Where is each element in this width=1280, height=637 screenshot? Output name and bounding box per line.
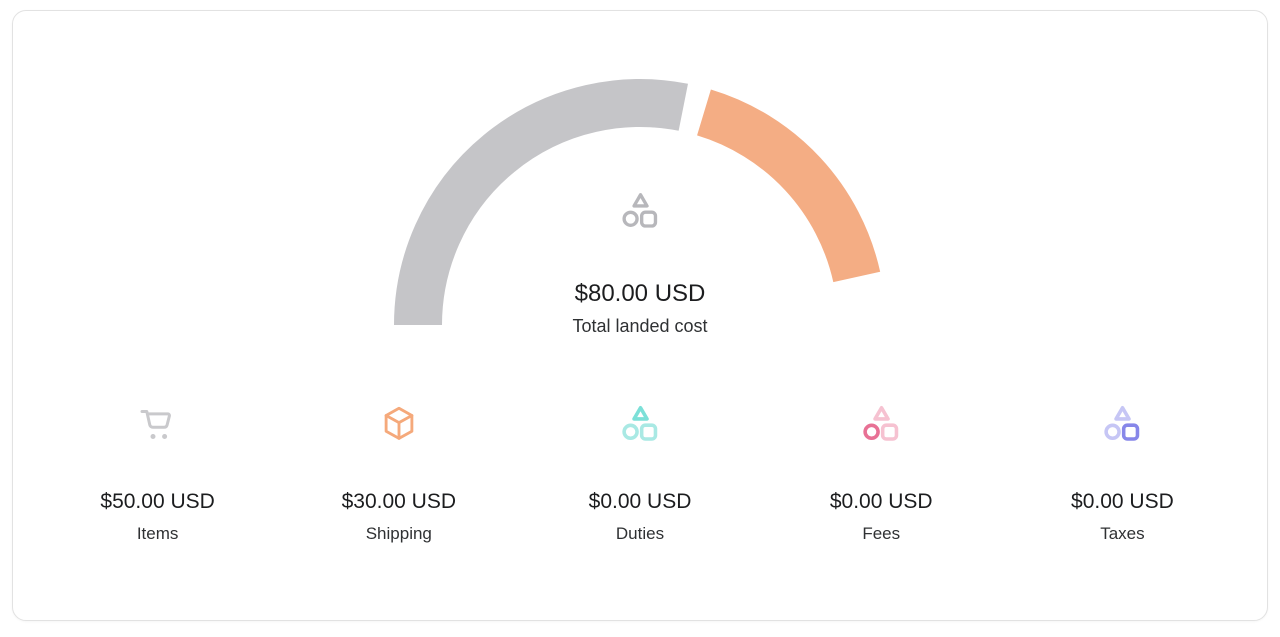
shapes-icon bbox=[858, 403, 904, 447]
breakdown-fees: $0.00 USD Fees bbox=[761, 403, 1002, 546]
landed-cost-card: $80.00 USD Total landed cost $50.00 USD … bbox=[12, 10, 1268, 621]
breakdown-label: Items bbox=[136, 524, 179, 543]
breakdown-label: Fees bbox=[862, 524, 901, 543]
breakdown-label: Taxes bbox=[1100, 524, 1145, 543]
breakdown-amount: $30.00 USD bbox=[341, 490, 456, 513]
breakdown-label: Duties bbox=[615, 524, 665, 543]
shapes-icon bbox=[617, 189, 663, 240]
breakdown-amount: $0.00 USD bbox=[588, 490, 692, 513]
landed-cost-gauge: $80.00 USD Total landed cost bbox=[390, 79, 890, 336]
shapes-icon bbox=[1099, 403, 1145, 447]
breakdown-items: $50.00 USD Items bbox=[37, 403, 278, 546]
cost-breakdown-row: $50.00 USD Items $30.00 USD Shipping bbox=[37, 403, 1243, 546]
package-icon bbox=[378, 403, 420, 447]
breakdown-amount: $0.00 USD bbox=[829, 490, 933, 513]
breakdown-amount: $50.00 USD bbox=[100, 490, 215, 513]
gauge-segment-items bbox=[394, 79, 688, 326]
breakdown-amount: $0.00 USD bbox=[1071, 490, 1174, 513]
gauge-center: $80.00 USD Total landed cost bbox=[390, 189, 890, 339]
gauge-segment-shipping bbox=[696, 89, 881, 283]
cart-icon bbox=[136, 403, 180, 447]
gauge-total-amount: $80.00 USD bbox=[574, 280, 706, 307]
breakdown-taxes: $0.00 USD Taxes bbox=[1002, 403, 1243, 546]
gauge-total-label: Total landed cost bbox=[572, 316, 708, 336]
breakdown-duties: $0.00 USD Duties bbox=[519, 403, 760, 546]
shapes-icon bbox=[617, 403, 663, 447]
gauge-arc-svg bbox=[394, 79, 881, 326]
breakdown-shipping: $30.00 USD Shipping bbox=[278, 403, 519, 546]
breakdown-label: Shipping bbox=[365, 524, 432, 543]
